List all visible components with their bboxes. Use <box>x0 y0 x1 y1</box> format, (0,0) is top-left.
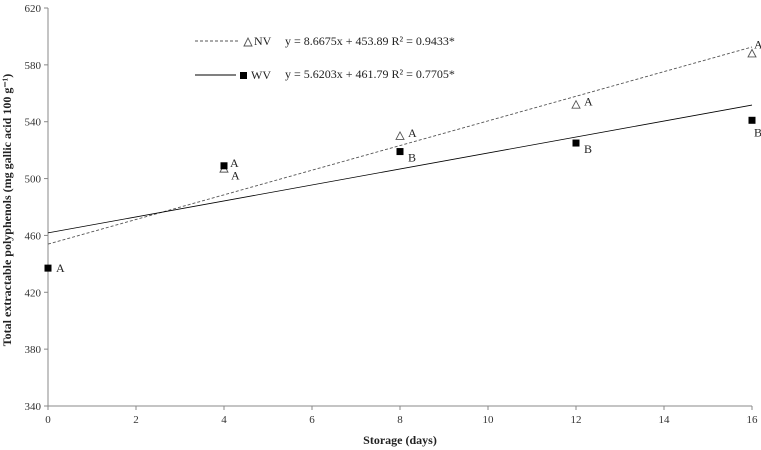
point-label-nv: A <box>584 95 593 109</box>
point-nv <box>747 48 757 58</box>
x-tick-label: 14 <box>659 414 671 426</box>
x-tick-label: 8 <box>397 414 403 426</box>
legend-nv-triangle-icon <box>243 36 253 47</box>
x-tick-label: 16 <box>747 414 759 426</box>
y-tick-label: 540 <box>25 117 42 129</box>
point-label-wv: A <box>56 261 65 275</box>
point-label-wv: B <box>754 125 761 139</box>
y-tick-label: 420 <box>25 287 42 299</box>
x-tick-label: 6 <box>309 414 315 426</box>
point-nv <box>395 130 405 140</box>
legend-wv-label: WV <box>251 68 271 82</box>
y-tick-label: 340 <box>25 401 42 413</box>
point-label-wv: A <box>230 156 239 170</box>
x-tick-label: 2 <box>133 414 139 426</box>
point-wv <box>572 139 580 147</box>
point-wv <box>396 148 404 156</box>
legend-wv-equation: y = 5.6203x + 461.79 R² = 0.7705* <box>285 67 455 81</box>
y-tick-label: 500 <box>25 174 42 186</box>
legend: NV y = 8.6675x + 453.89 R² = 0.9433* WV … <box>195 34 455 82</box>
point-label-wv: B <box>584 142 592 156</box>
legend-nv-equation: y = 8.6675x + 453.89 R² = 0.9433* <box>285 34 455 48</box>
point-label-nv: A <box>408 126 417 140</box>
point-wv <box>220 162 228 170</box>
trendline-wv <box>47 104 753 234</box>
y-tick-label: 580 <box>25 60 42 72</box>
x-tick-label: 12 <box>571 414 582 426</box>
legend-entry-wv: WV y = 5.6203x + 461.79 R² = 0.7705* <box>195 67 455 82</box>
y-tick-label: 380 <box>25 344 42 356</box>
point-label-nv: A <box>231 169 240 183</box>
trendlines <box>47 46 753 245</box>
y-tick-label: 460 <box>25 230 42 242</box>
point-label-nv: A <box>754 37 761 51</box>
x-tick-label: 0 <box>45 414 51 426</box>
legend-wv-square-icon <box>240 72 247 79</box>
x-tick-label: 10 <box>483 414 495 426</box>
point-wv <box>748 116 756 124</box>
legend-entry-nv: NV y = 8.6675x + 453.89 R² = 0.9433* <box>195 34 455 48</box>
legend-nv-label: NV <box>254 34 272 48</box>
point-nv <box>571 99 581 109</box>
y-axis-title: Total extractable polyphenols (mg gallic… <box>0 74 14 346</box>
x-axis-title: Storage (days) <box>363 433 437 447</box>
data-points <box>44 48 757 272</box>
point-label-wv: B <box>408 151 416 165</box>
x-tick-label: 4 <box>221 414 227 426</box>
tick-marks: 0 2 4 6 8 10 12 14 16 340 380 420 460 500 540 580 620 <box>25 3 759 426</box>
point-wv <box>44 264 52 272</box>
y-tick-label: 620 <box>25 3 42 15</box>
